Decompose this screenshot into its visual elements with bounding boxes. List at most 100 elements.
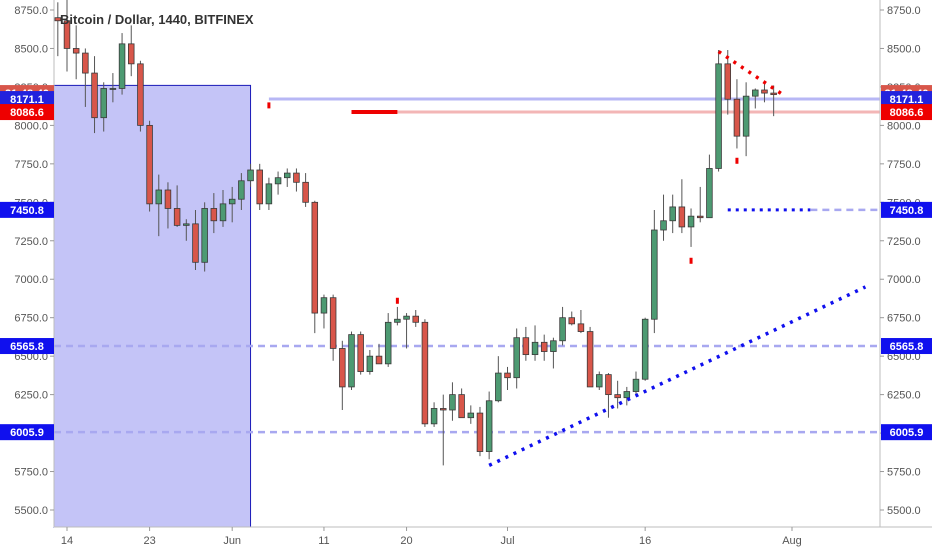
candle[interactable] (329, 297, 337, 349)
candle[interactable] (238, 180, 245, 200)
candle[interactable] (733, 98, 741, 137)
candle[interactable] (550, 340, 557, 352)
candle[interactable] (339, 348, 346, 388)
candle[interactable] (293, 172, 300, 183)
candle[interactable] (522, 337, 530, 356)
candle[interactable] (559, 317, 566, 342)
candle[interactable] (247, 169, 254, 182)
candle[interactable] (109, 88, 117, 90)
candle[interactable] (256, 169, 263, 205)
candle[interactable] (72, 48, 80, 54)
candle[interactable] (284, 172, 291, 179)
price-tag (881, 104, 932, 121)
candle[interactable] (577, 323, 585, 332)
candle[interactable] (706, 168, 713, 219)
candle[interactable] (210, 208, 218, 222)
price-tag-label: 6005.9 (890, 427, 924, 439)
candle[interactable] (678, 206, 686, 228)
candle[interactable] (228, 198, 236, 205)
candle[interactable] (274, 177, 282, 185)
price-tag-label: 8171.1 (890, 94, 924, 106)
y-tick-label-right: 5500.0 (887, 505, 921, 517)
candle[interactable] (265, 183, 273, 205)
candle[interactable] (421, 321, 429, 425)
candle[interactable] (504, 372, 511, 379)
candle[interactable] (586, 331, 594, 388)
candle[interactable] (394, 318, 401, 323)
y-tick-label-left: 6250.0 (14, 390, 48, 402)
candle[interactable] (91, 72, 98, 119)
candle[interactable] (540, 341, 548, 352)
candle[interactable] (320, 297, 328, 314)
trendline[interactable] (717, 50, 784, 97)
candle[interactable] (476, 412, 484, 452)
x-tick-label: Jun (223, 535, 241, 547)
candle[interactable] (458, 394, 465, 419)
candle[interactable] (660, 220, 667, 231)
candle[interactable] (669, 206, 676, 222)
candle[interactable] (219, 203, 227, 222)
price-tag (0, 201, 54, 218)
trendline[interactable] (488, 285, 867, 467)
candle[interactable] (366, 355, 374, 372)
candle[interactable] (715, 63, 722, 169)
signal-marker (735, 157, 739, 164)
candle[interactable] (127, 43, 135, 65)
candle[interactable] (485, 400, 493, 452)
candle[interactable] (761, 89, 768, 94)
candle[interactable] (531, 341, 539, 356)
candle[interactable] (623, 391, 631, 399)
candle[interactable] (100, 88, 107, 119)
candle[interactable] (596, 374, 603, 388)
candle[interactable] (752, 89, 759, 97)
y-tick-label-left: 8500.0 (14, 43, 48, 55)
candle[interactable] (687, 215, 695, 228)
candle[interactable] (375, 355, 383, 365)
y-tick-label-right: 8750.0 (887, 5, 921, 17)
candle[interactable] (495, 372, 502, 402)
candle[interactable] (403, 315, 410, 320)
candle[interactable] (146, 124, 153, 205)
candle[interactable] (302, 181, 309, 203)
candle[interactable] (632, 378, 640, 392)
candle[interactable] (742, 95, 750, 137)
candle[interactable] (173, 208, 181, 226)
candle[interactable] (183, 223, 190, 226)
candle[interactable] (641, 318, 649, 380)
y-tick-label-left: 8000.0 (14, 120, 48, 132)
candle[interactable] (384, 321, 392, 365)
candle[interactable] (467, 412, 475, 419)
candle[interactable] (155, 189, 163, 205)
candle[interactable] (118, 43, 126, 89)
candle[interactable] (311, 201, 319, 314)
y-tick-label-right: 6750.0 (887, 313, 921, 325)
price-tag (881, 424, 932, 441)
candle[interactable] (82, 52, 89, 74)
y-tick-label-right: 8000.0 (887, 120, 921, 132)
candle[interactable] (164, 189, 172, 209)
candle[interactable] (357, 334, 364, 372)
candle[interactable] (63, 20, 71, 49)
candle[interactable] (605, 374, 612, 396)
candle[interactable] (348, 334, 355, 388)
candle[interactable] (430, 408, 438, 425)
candle[interactable] (412, 315, 419, 323)
candle[interactable] (137, 63, 144, 126)
price-tag-label: 7450.8 (890, 205, 924, 217)
candle[interactable] (651, 229, 658, 320)
candle[interactable] (568, 317, 575, 325)
signal-marker (267, 102, 271, 109)
candle[interactable] (614, 394, 621, 399)
candle[interactable] (201, 208, 208, 263)
candle[interactable] (724, 63, 732, 100)
candle[interactable] (696, 215, 704, 219)
candle[interactable] (513, 337, 520, 379)
y-tick-label-left: 6500.0 (14, 351, 48, 363)
candle[interactable] (449, 394, 456, 411)
candle[interactable] (54, 17, 62, 22)
signal-marker (689, 257, 693, 264)
candle[interactable] (440, 408, 447, 411)
candle[interactable] (192, 223, 199, 263)
candle[interactable] (770, 92, 777, 96)
